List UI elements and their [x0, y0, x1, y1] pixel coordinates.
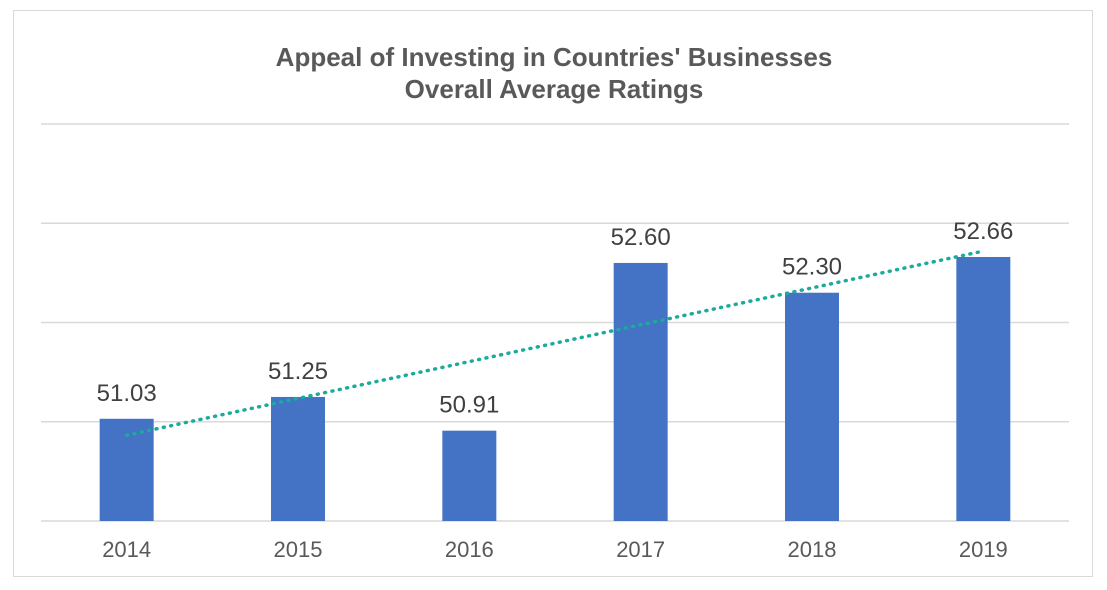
x-tick-label-2015: 2015 [274, 537, 323, 562]
data-labels: 51.03 51.25 50.91 52.60 52.30 52.66 [97, 218, 1014, 419]
data-label-2018: 52.30 [782, 254, 842, 281]
bar-2018 [785, 292, 839, 521]
x-tick-label-2016: 2016 [445, 537, 494, 562]
x-axis-tick-labels: 2014 2015 2016 2017 2018 2019 [102, 537, 1008, 562]
chart-title-line-2: Overall Average Ratings [404, 74, 704, 104]
trendline-group [124, 249, 986, 438]
data-label-2016: 50.91 [439, 392, 499, 419]
x-tick-label-2017: 2017 [616, 537, 665, 562]
gridlines [41, 123, 1069, 522]
x-tick-label-2018: 2018 [788, 537, 837, 562]
chart-title: Appeal of Investing in Countries' Busine… [14, 41, 1094, 105]
data-label-2019: 52.66 [953, 218, 1013, 245]
x-tick-label-2019: 2019 [959, 537, 1008, 562]
x-tick-label-2014: 2014 [102, 537, 151, 562]
chart-frame: Appeal of Investing in Countries' Busine… [13, 10, 1093, 577]
bar-2017 [613, 262, 668, 521]
bar-2019 [956, 256, 1011, 521]
data-label-2014: 51.03 [97, 380, 157, 407]
trendline [124, 249, 986, 438]
chart-title-line-1: Appeal of Investing in Countries' Busine… [275, 42, 833, 72]
bar-2016 [442, 430, 497, 521]
data-label-2017: 52.60 [611, 224, 671, 251]
bars [99, 256, 1011, 521]
bar-2015 [271, 396, 325, 521]
data-label-2015: 51.25 [268, 358, 328, 385]
